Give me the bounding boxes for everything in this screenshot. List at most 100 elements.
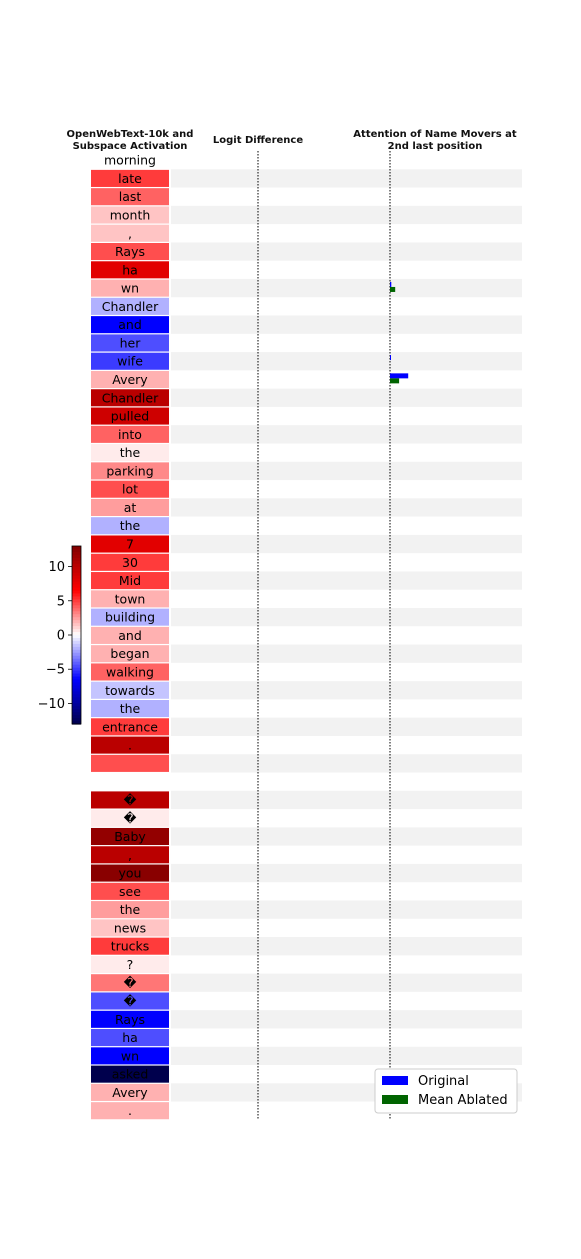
colorbar-segment	[72, 682, 81, 687]
legend-swatch	[382, 1095, 408, 1104]
token-label: the	[120, 902, 141, 917]
row-stripe	[171, 169, 522, 188]
heatmap-cell	[91, 261, 169, 279]
colorbar-segment	[72, 646, 81, 651]
token-label: the	[120, 518, 141, 533]
colorbar-segment	[72, 703, 81, 707]
heatmap-cell	[91, 992, 169, 1010]
token-label: began	[110, 646, 149, 661]
logit-difference-title: Logit Difference	[212, 135, 304, 146]
colorbar-tick-label: 0	[57, 629, 65, 644]
token-label: news	[114, 920, 146, 935]
heatmap-cell	[91, 206, 169, 224]
heatmap-cell	[91, 279, 169, 297]
heatmap-cell	[91, 462, 169, 480]
colorbar-segment	[72, 620, 81, 624]
legend-label: Mean Ablated	[418, 1093, 508, 1108]
token-label: Mid	[119, 573, 141, 588]
colorbar-segment	[72, 617, 81, 621]
heatmap-cell	[91, 1065, 169, 1083]
colorbar-segment	[72, 614, 81, 618]
colorbar-segment	[72, 605, 81, 609]
colorbar-segment	[72, 685, 81, 689]
colorbar-segment	[72, 718, 81, 722]
heatmap-cell	[91, 1102, 169, 1120]
heatmap-cell	[91, 937, 169, 955]
heatmap-cell	[91, 553, 169, 571]
colorbar-segment	[72, 611, 81, 615]
token-label: �	[124, 994, 137, 1009]
colorbar-tick-label: −5	[46, 663, 65, 678]
colorbar-segment	[72, 569, 81, 574]
colorbar-segment	[72, 596, 81, 600]
heatmap-cell	[91, 151, 169, 169]
row-stripe	[171, 717, 522, 736]
row-stripe	[171, 644, 522, 663]
row-stripe	[171, 681, 522, 700]
colorbar-segment	[72, 602, 81, 606]
colorbar-segment	[72, 566, 81, 571]
colorbar-segment	[72, 632, 81, 636]
row-stripe	[171, 863, 522, 883]
row-stripe	[171, 242, 522, 261]
row-stripe	[171, 352, 522, 371]
heatmap-cell	[91, 864, 169, 882]
heatmap-cell	[91, 773, 169, 791]
token-label: .	[128, 1103, 132, 1118]
colorbar-segment	[72, 673, 81, 678]
token-label: walking	[106, 664, 154, 679]
colorbar-segment	[72, 712, 81, 716]
row-stripe	[171, 937, 522, 956]
colorbar-segment	[72, 578, 81, 583]
heatmap-cell	[91, 169, 169, 187]
heatmap-cell	[91, 1029, 169, 1047]
token-label: �	[124, 811, 137, 826]
token-label: ha	[122, 1030, 138, 1045]
colorbar-segment	[72, 652, 81, 657]
token-label: parking	[106, 463, 153, 478]
heatmap-cell	[91, 188, 169, 206]
attention-title: Attention of Name Movers at 2nd last pos…	[353, 129, 517, 152]
heatmap-cell	[91, 791, 169, 809]
bar-original-wn	[390, 281, 392, 287]
token-label: wn	[121, 281, 139, 296]
colorbar-segment	[72, 593, 81, 598]
token-label: �	[124, 975, 137, 990]
token-label: and	[118, 317, 142, 332]
token-label: lot	[122, 482, 138, 497]
colorbar-tick-label: 10	[48, 560, 65, 575]
token-label: asked	[112, 1067, 149, 1082]
token-label: trucks	[111, 939, 150, 954]
legend-swatch	[382, 1076, 408, 1085]
colorbar-segment	[72, 667, 81, 672]
token-label: see	[119, 884, 141, 899]
colorbar-segment	[72, 658, 81, 663]
heatmap-cell	[91, 754, 169, 772]
colorbar-segment	[72, 706, 81, 710]
colorbar-segment	[72, 575, 81, 580]
heatmap-cell	[91, 955, 169, 973]
token-label: Chandler	[102, 390, 159, 405]
token-label: pulled	[111, 409, 149, 424]
token-label: into	[118, 427, 142, 442]
token-label: 7	[126, 537, 134, 552]
heatmap-cell	[91, 608, 169, 626]
token-label: Baby	[114, 829, 146, 844]
colorbar-segment	[72, 700, 81, 704]
heatmap-cell	[91, 370, 169, 389]
heatmap-cell	[91, 736, 169, 754]
row-stripe	[171, 1010, 522, 1029]
heatmap-cell	[91, 919, 169, 937]
heatmap-cell	[91, 1047, 169, 1065]
token-label: month	[110, 207, 151, 222]
token-label: building	[105, 610, 155, 625]
token-label: ?	[127, 957, 134, 972]
heatmap-cell	[91, 901, 169, 919]
colorbar-segment	[72, 599, 81, 603]
heatmap-cell	[91, 243, 169, 261]
heatmap-cell	[91, 718, 169, 736]
row-stripe	[171, 1046, 522, 1065]
heatmap-cell	[91, 352, 169, 370]
token-label: her	[120, 335, 142, 350]
